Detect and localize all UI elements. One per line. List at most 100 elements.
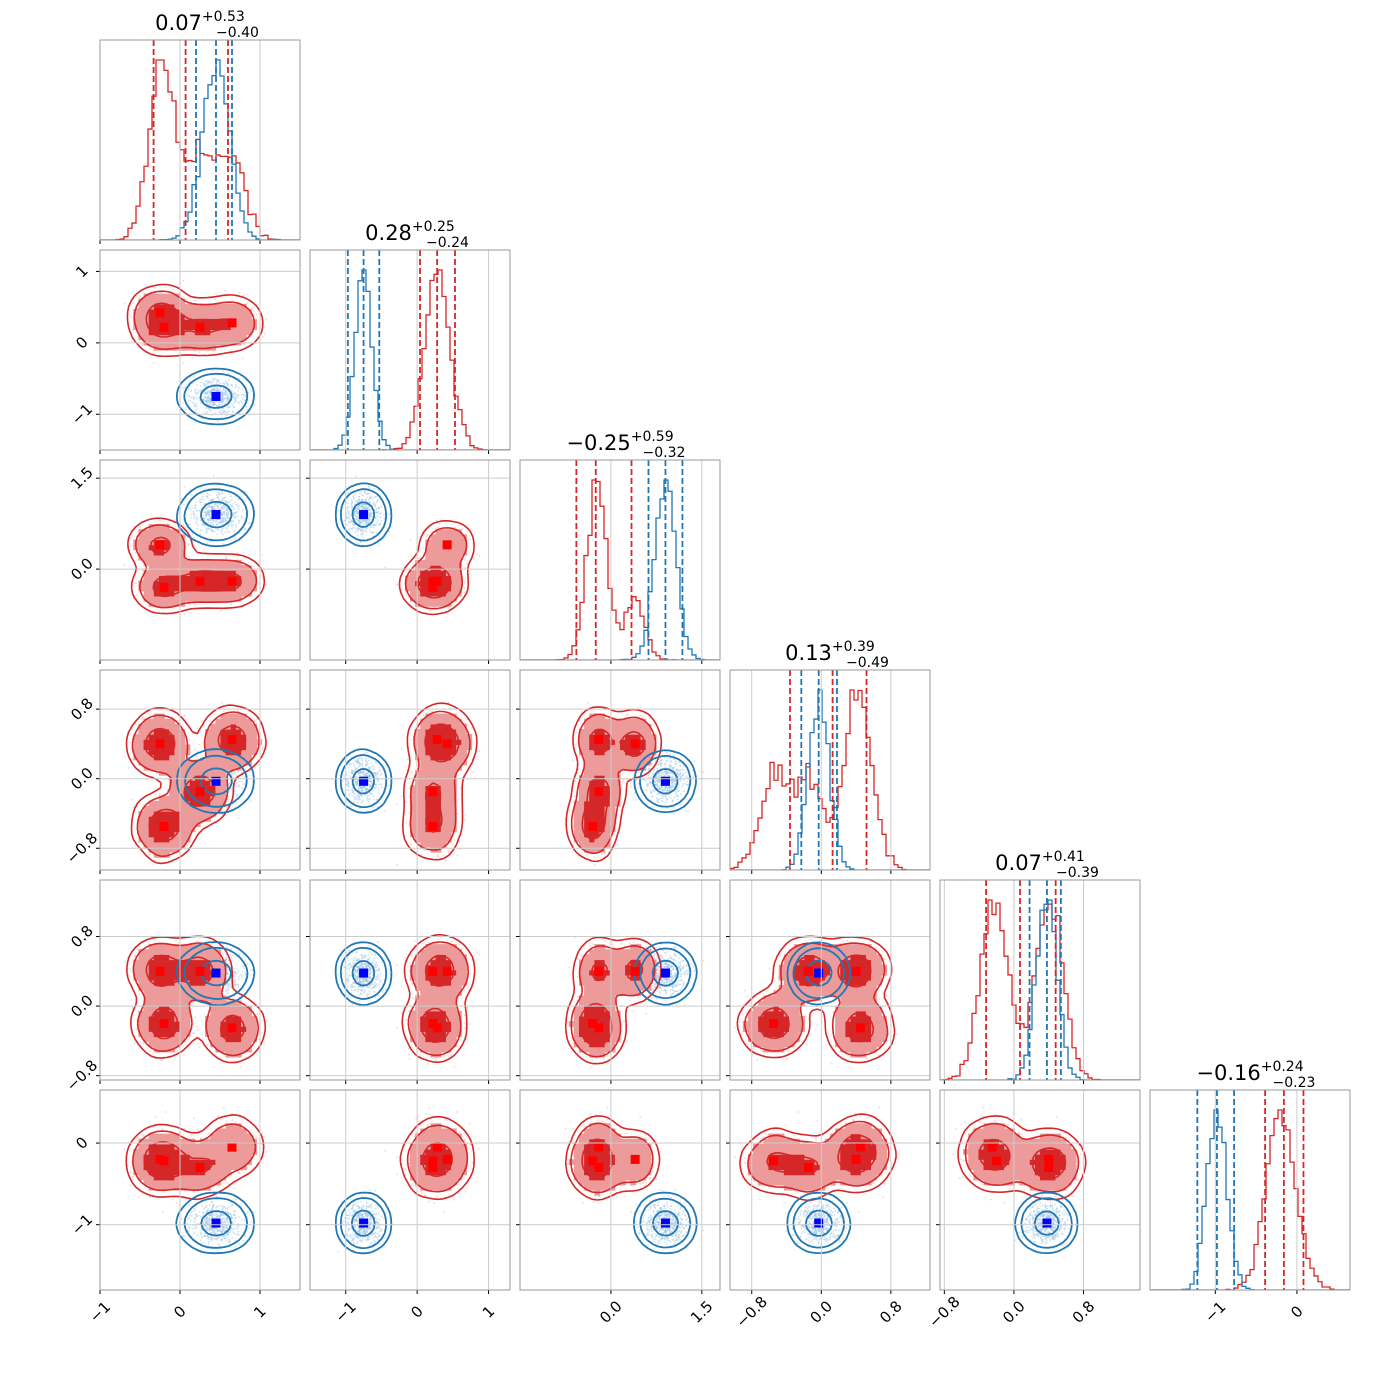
sample-point-blue <box>213 530 216 533</box>
sample-point-blue <box>187 395 190 398</box>
sample-point-blue <box>205 383 208 386</box>
density-cell-red <box>153 524 160 530</box>
density-cell-red <box>174 324 181 331</box>
density-cell-red <box>235 324 242 331</box>
sample-point-red <box>242 602 245 605</box>
density-cell-red <box>440 601 447 607</box>
density-cell-red <box>220 334 227 341</box>
sample-point-blue <box>212 401 215 404</box>
density-cell-red <box>189 303 196 310</box>
sample-point-blue <box>194 391 197 394</box>
sample-point-blue <box>375 524 377 527</box>
sample-point-blue <box>358 521 361 524</box>
density-cell-red <box>148 293 155 300</box>
density-cell-red <box>225 334 232 341</box>
density-cell-red <box>169 314 175 320</box>
sample-point-blue <box>200 402 203 405</box>
sample-point-red <box>182 279 185 282</box>
density-cell-red <box>169 319 175 325</box>
sample-point-blue <box>189 523 191 526</box>
sample-point-blue <box>180 498 183 500</box>
density-cell-red <box>215 565 222 571</box>
mode-marker-red <box>195 322 205 332</box>
sample-point-blue <box>238 377 240 380</box>
panel-frame <box>309 459 511 661</box>
sample-point-red <box>435 527 438 530</box>
sample-point-red <box>461 527 464 530</box>
sample-point-blue <box>215 386 217 389</box>
sample-point-blue <box>243 528 246 531</box>
density-cell-red <box>174 319 181 325</box>
sample-point-blue <box>346 523 349 526</box>
sample-point-blue <box>221 407 224 410</box>
sample-point-blue <box>351 528 354 531</box>
sample-point-blue <box>355 499 358 502</box>
sample-point-blue <box>222 382 225 384</box>
sample-point-blue <box>362 498 364 501</box>
sample-point-blue <box>188 489 191 492</box>
density-cell-red <box>235 585 242 592</box>
sample-point-blue <box>193 375 195 377</box>
sample-point-red <box>201 720 203 723</box>
sample-point-blue <box>212 498 215 500</box>
sample-point-blue <box>216 528 219 531</box>
sample-point-red <box>252 310 255 313</box>
sample-point-blue <box>203 517 205 520</box>
sample-point-red <box>149 347 152 350</box>
sample-point-red <box>238 291 241 294</box>
sample-point-red <box>463 587 466 589</box>
density-cell-red <box>189 575 196 582</box>
sample-point-red <box>253 338 256 341</box>
density-cell-red <box>179 319 186 325</box>
panel-content <box>334 475 481 616</box>
sample-point-blue <box>221 518 224 521</box>
sample-point-blue <box>216 523 218 526</box>
sample-point-blue <box>215 378 218 381</box>
density-cell-red <box>230 590 237 597</box>
density-cell-red <box>164 595 170 602</box>
sample-point-blue <box>240 399 242 402</box>
density-cell-red <box>158 293 165 300</box>
density-cell-red <box>425 585 432 592</box>
sample-point-blue <box>374 511 377 514</box>
sample-point-red <box>471 529 474 532</box>
sample-point-blue <box>247 522 250 525</box>
density-cell-red <box>164 554 170 561</box>
panel-frame <box>99 249 301 451</box>
density-cell-red <box>225 560 232 566</box>
density-cell-red <box>440 529 447 535</box>
sample-point-blue <box>189 397 192 399</box>
density-cell-red <box>200 595 206 602</box>
sample-point-blue <box>192 510 195 513</box>
sample-point-red <box>130 316 132 319</box>
density-cell-red <box>200 570 206 576</box>
sample-point-blue <box>223 410 226 413</box>
sample-point-blue <box>359 528 362 531</box>
panel-title: 0.28+0.25 <box>365 219 455 245</box>
sample-point-blue <box>210 498 213 501</box>
sample-point-red <box>427 534 430 537</box>
sample-point-blue <box>238 504 241 507</box>
sample-point-red <box>429 609 432 612</box>
density-cell-red <box>200 560 206 566</box>
density-cell-red <box>179 303 186 310</box>
density-cell-red <box>169 308 175 315</box>
density-cell-red <box>210 580 216 587</box>
density-cell-red <box>174 314 181 320</box>
sample-point-blue <box>227 406 230 408</box>
sample-point-blue <box>219 389 222 392</box>
density-cell-red <box>415 585 421 592</box>
sample-point-blue <box>236 511 239 513</box>
sample-point-blue <box>181 518 184 521</box>
density-cell-red <box>435 549 442 556</box>
density-cell-red <box>235 303 242 310</box>
sample-point-blue <box>358 498 361 500</box>
density-cell-red <box>179 580 186 587</box>
sample-point-blue <box>215 520 218 522</box>
sample-point-red <box>261 575 264 578</box>
density-cell-red <box>220 580 227 587</box>
density-cell-red <box>169 575 175 582</box>
density-cell-red <box>153 293 160 300</box>
density-cell-red <box>133 314 140 320</box>
sample-point-blue <box>189 399 191 402</box>
